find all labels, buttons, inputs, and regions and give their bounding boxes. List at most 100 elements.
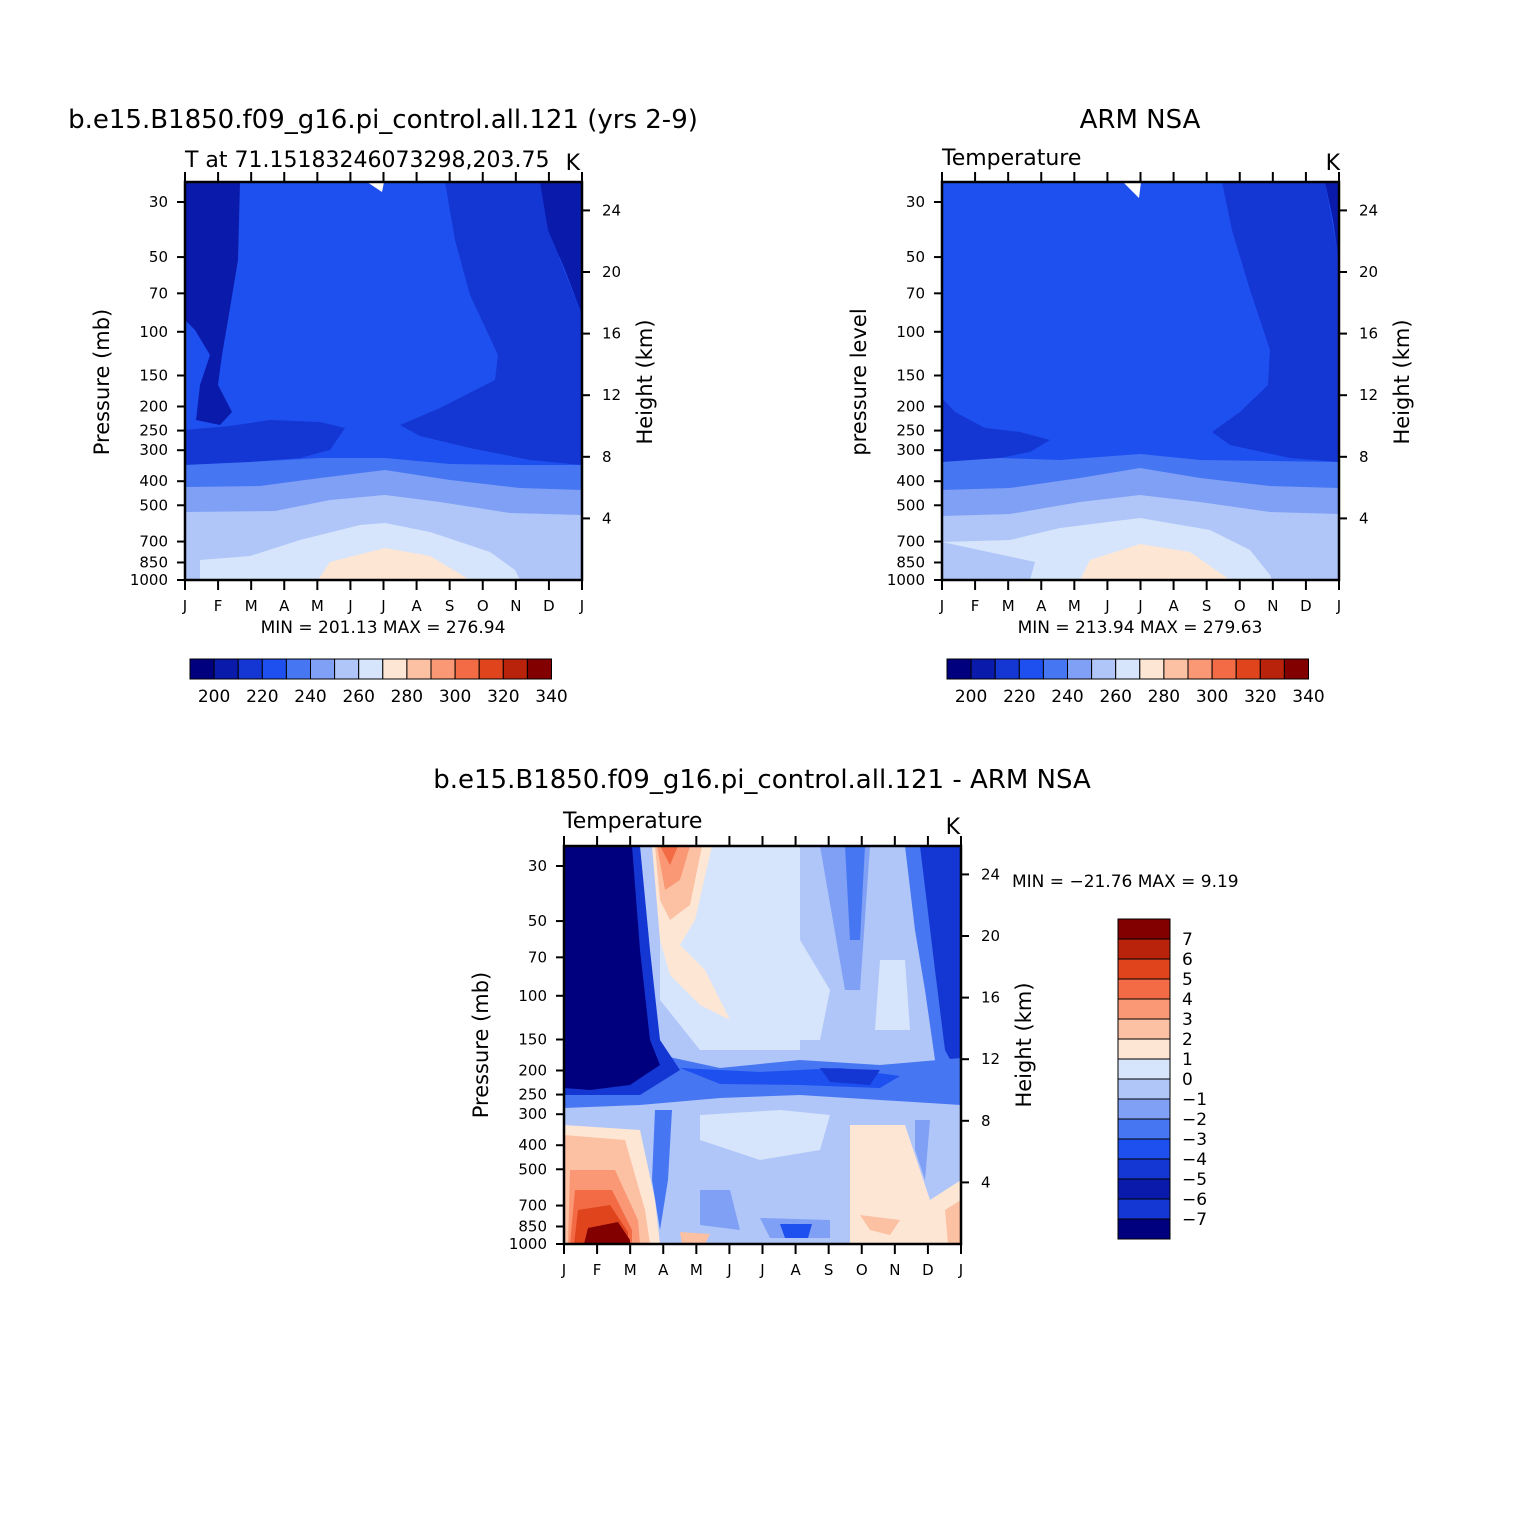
colorbar-swatch [1117,938,1171,960]
panel2-colorbar: 200 220 240 260 280 300 320 340 [946,658,1325,707]
colorbar-swatch [1117,1138,1171,1160]
panel-obs: ARM NSA Temperature K J F M A M J J A S O N D J 30 50… [847,105,1414,707]
y2-tick-label: 4 [1359,509,1369,527]
x-tick-label: J [726,1261,731,1279]
x-tick-label: M [624,1261,637,1279]
y-tick-label: 300 [896,441,925,459]
y2-tick-label: 8 [981,1112,991,1130]
panel3-subtitle-left: Temperature [562,809,702,834]
panel2-contour-fill [942,182,1339,580]
x-tick-label: A [1168,597,1179,615]
x-tick-label: J [1137,597,1142,615]
panel2-ylabel: pressure level [847,308,871,455]
colorbar-label: −7 [1182,1210,1207,1230]
y2-tick-label: 24 [1359,201,1378,219]
y-tick-label: 70 [528,948,547,966]
x-tick-label: J [939,597,944,615]
colorbar-swatch [1117,1158,1171,1180]
colorbar-swatch [1117,1018,1171,1040]
colorbar-label: 2 [1182,1030,1193,1050]
colorbar-swatch [213,658,239,680]
x-tick-label: N [1267,597,1278,615]
colorbar-swatch [1117,1098,1171,1120]
panel2-title: ARM NSA [1080,105,1201,135]
panel1-min-max: MIN = 201.13 MAX = 276.94 [261,618,506,638]
y2-tick-label: 16 [602,325,621,343]
colorbar-label: −3 [1182,1130,1207,1150]
colorbar-swatch [1117,1058,1171,1080]
panel1-subtitle-left: T at 71.15183246073298,203.75 [184,148,549,173]
y-tick-label: 500 [139,496,168,514]
x-tick-label: F [214,597,223,615]
y2-tick-label: 20 [602,263,621,281]
panel1-title: b.e15.B1850.f09_g16.pi_control.all.121 (… [68,105,698,135]
y-tick-label: 70 [149,284,168,302]
colorbar-swatch [1139,658,1165,680]
y-tick-label: 400 [139,472,168,490]
x-tick-label: M [690,1261,703,1279]
colorbar-swatch [1091,658,1117,680]
y-tick-label: 30 [149,193,168,211]
colorbar-label: 340 [535,687,567,707]
colorbar-swatch [358,658,384,680]
y-tick-label: 300 [139,441,168,459]
x-tick-label: A [1036,597,1047,615]
x-tick-label: M [245,597,258,615]
colorbar-label: −5 [1182,1170,1207,1190]
panel1-colorbar: 200 220 240 260 280 300 320 340 [189,658,568,707]
y-tick-label: 30 [906,193,925,211]
x-tick-label: O [856,1261,868,1279]
y-tick-label: 700 [896,533,925,551]
y-tick-label: 70 [906,284,925,302]
colorbar-swatch [1259,658,1285,680]
colorbar-label: −6 [1182,1190,1207,1210]
colorbar-label: −1 [1182,1090,1207,1110]
y-tick-label: 250 [896,422,925,440]
x-tick-label: M [1068,597,1081,615]
panel3-y2label: Height (km) [1012,982,1036,1107]
x-tick-label: D [1300,597,1312,615]
colorbar-swatch [430,658,456,680]
colorbar-label: −2 [1182,1110,1207,1130]
colorbar-label: 260 [342,687,374,707]
y2-tick-label: 4 [602,509,612,527]
y2-tick-label: 8 [602,448,612,466]
x-tick-label: S [445,597,455,615]
x-tick-label: J [579,597,584,615]
colorbar-label: 1 [1182,1050,1193,1070]
y2-tick-label: 16 [1359,325,1378,343]
colorbar-swatch [261,658,287,680]
panel3-min-max: MIN = −21.76 MAX = 9.19 [1012,872,1239,892]
colorbar-swatch [1117,998,1171,1020]
y-tick-label: 850 [518,1217,547,1235]
panel3-y2-axis: 24 20 16 12 8 4 [961,865,1000,1191]
panel3-ylabel: Pressure (mb) [469,972,493,1119]
colorbar-swatch [454,658,480,680]
colorbar-swatch [1067,658,1093,680]
colorbar-swatch [189,658,215,680]
colorbar-swatch [1163,658,1189,680]
panel2-y2-axis: 24 20 16 12 8 4 [1339,201,1378,527]
colorbar-swatch [526,658,553,680]
y-tick-label: 500 [896,496,925,514]
y2-tick-label: 12 [981,1050,1000,1068]
colorbar-label: 5 [1182,970,1193,990]
y-tick-label: 300 [518,1105,547,1123]
x-tick-label: J [561,1261,566,1279]
x-tick-label: J [1104,597,1109,615]
panel2-subtitle-left: Temperature [941,146,1081,171]
y-tick-label: 150 [139,366,168,384]
colorbar-swatch [1115,658,1141,680]
colorbar-swatch [1117,1118,1171,1140]
y-tick-label: 50 [528,912,547,930]
y-tick-label: 250 [518,1086,547,1104]
x-tick-label: J [1336,597,1341,615]
colorbar-swatch [1187,658,1213,680]
y-tick-label: 400 [518,1136,547,1154]
colorbar-label: 280 [391,687,423,707]
y-tick-label: 30 [528,857,547,875]
colorbar-swatch [310,658,336,680]
